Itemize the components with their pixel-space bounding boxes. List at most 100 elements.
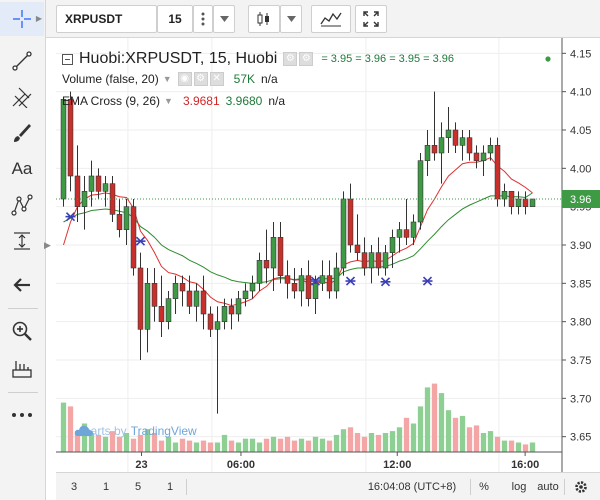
- candle-body: [60, 99, 67, 200]
- volume-bar: [228, 440, 235, 452]
- candle: [354, 214, 361, 261]
- cross-marker: [135, 236, 146, 246]
- zoom-in-icon: [12, 321, 32, 341]
- zoom-in-tool[interactable]: [0, 314, 44, 348]
- volume-bar: [235, 442, 242, 452]
- text-tool[interactable]: Aa: [0, 152, 44, 186]
- candle: [179, 275, 186, 307]
- range-button[interactable]: 1: [96, 473, 116, 500]
- measure-tool[interactable]: [0, 224, 44, 258]
- candle: [123, 199, 130, 245]
- main-series-legend: Huobi:XRPUSDT, 15, Huobi ⚙ ⚙ = 3.95 = 3.…: [62, 50, 454, 68]
- candle: [193, 283, 200, 322]
- back-button[interactable]: [0, 268, 44, 302]
- candle: [494, 137, 501, 207]
- candle: [382, 245, 389, 276]
- candle: [375, 237, 382, 276]
- candle-body: [207, 313, 214, 330]
- volume-bar: [403, 417, 410, 452]
- candle-body: [487, 145, 494, 154]
- candle-body: [172, 283, 179, 299]
- volume-bar: [109, 431, 116, 452]
- percent-toggle[interactable]: %: [474, 473, 494, 500]
- clock-label: 16:04:08 (UTC+8): [367, 481, 457, 493]
- volume-bar: [158, 440, 165, 452]
- settings-icon[interactable]: ⚙: [283, 52, 298, 66]
- candle: [228, 298, 235, 330]
- chart-type-button[interactable]: [248, 5, 280, 33]
- toolbar-collapse-icon[interactable]: ▶: [44, 239, 51, 250]
- crosshair-tool[interactable]: ▶: [0, 2, 44, 36]
- ema-legend: EMA Cross (9, 26) ▼ 3.9681 3.9680 n/a: [62, 94, 285, 108]
- chart-settings-button[interactable]: [568, 473, 594, 500]
- range-button[interactable]: 3: [64, 473, 84, 500]
- volume-bar: [487, 431, 494, 452]
- interval-more-button[interactable]: [193, 5, 213, 33]
- interval-button[interactable]: 15: [157, 5, 193, 33]
- volume-bar: [123, 433, 130, 452]
- close-icon[interactable]: ✕: [209, 72, 224, 86]
- brush-tool[interactable]: [0, 116, 44, 150]
- volume-bar: [508, 440, 515, 452]
- candle: [116, 199, 123, 238]
- range-button[interactable]: 1: [160, 473, 180, 500]
- fullscreen-button[interactable]: [355, 5, 387, 33]
- range-button[interactable]: 5: [128, 473, 148, 500]
- candle: [473, 145, 480, 169]
- chevron-down-icon[interactable]: ▼: [162, 74, 172, 84]
- candle: [326, 260, 333, 299]
- candle-body: [361, 252, 368, 269]
- text-tool-icon: Aa: [11, 159, 33, 178]
- current-price-badge-bg: [562, 190, 600, 208]
- volume-bar: [102, 436, 109, 452]
- symbol-label: XRPUSDT: [65, 12, 123, 26]
- collapse-icon[interactable]: [62, 53, 73, 65]
- candle: [361, 237, 368, 276]
- pattern-tool[interactable]: [0, 188, 44, 222]
- tradingview-watermark[interactable]: charts by TradingView: [74, 424, 197, 438]
- candle: [200, 275, 207, 330]
- price-chart[interactable]: 4.154.104.054.003.953.903.853.803.753.70…: [56, 38, 600, 500]
- candle: [235, 291, 242, 322]
- candle: [445, 107, 452, 153]
- magnet-tool[interactable]: [0, 352, 44, 386]
- settings-icon[interactable]: ⚙: [193, 72, 208, 86]
- candle-body: [263, 260, 270, 269]
- candle: [424, 130, 431, 176]
- symbol-search-input[interactable]: XRPUSDT: [56, 5, 157, 33]
- trend-line-tool[interactable]: [0, 44, 44, 78]
- candle-body: [466, 137, 473, 154]
- ema-title: EMA Cross (9, 26): [62, 94, 161, 108]
- candle-body: [410, 221, 417, 238]
- candle: [60, 99, 67, 207]
- candle: [417, 153, 424, 230]
- gear-icon[interactable]: ⚙: [299, 52, 314, 66]
- current-price-label: 3.96: [570, 194, 591, 206]
- indicators-icon: [320, 12, 342, 27]
- volume-bar: [333, 434, 340, 452]
- chart-canvas[interactable]: 4.154.104.054.003.953.903.853.803.753.70…: [56, 38, 600, 472]
- clock-display[interactable]: 16:04:08 (UTC+8): [356, 473, 468, 500]
- tool-expand-icon[interactable]: ▶: [35, 14, 42, 23]
- chevron-down-icon[interactable]: ▼: [164, 96, 173, 106]
- volume-bar: [515, 442, 522, 452]
- candle-body: [95, 175, 102, 192]
- cross-marker: [422, 276, 433, 286]
- drawing-toolbar: ▶ Aa ▶: [0, 0, 51, 500]
- interval-dropdown-button[interactable]: [213, 5, 235, 33]
- volume-bar: [214, 442, 221, 452]
- indicators-button[interactable]: [311, 5, 351, 33]
- volume-bar: [165, 436, 172, 452]
- candle-body: [319, 275, 326, 284]
- range-label: 1: [102, 481, 110, 493]
- eye-icon[interactable]: ◉: [177, 72, 192, 86]
- more-tools-button[interactable]: [0, 398, 44, 432]
- volume-bar: [291, 440, 298, 452]
- candle: [74, 145, 81, 222]
- volume-bar: [67, 406, 74, 452]
- auto-toggle[interactable]: auto: [534, 473, 562, 500]
- candle-body: [144, 283, 151, 330]
- log-toggle[interactable]: log: [508, 473, 530, 500]
- chart-type-dropdown-button[interactable]: [280, 5, 302, 33]
- pitchfork-tool[interactable]: [0, 80, 44, 114]
